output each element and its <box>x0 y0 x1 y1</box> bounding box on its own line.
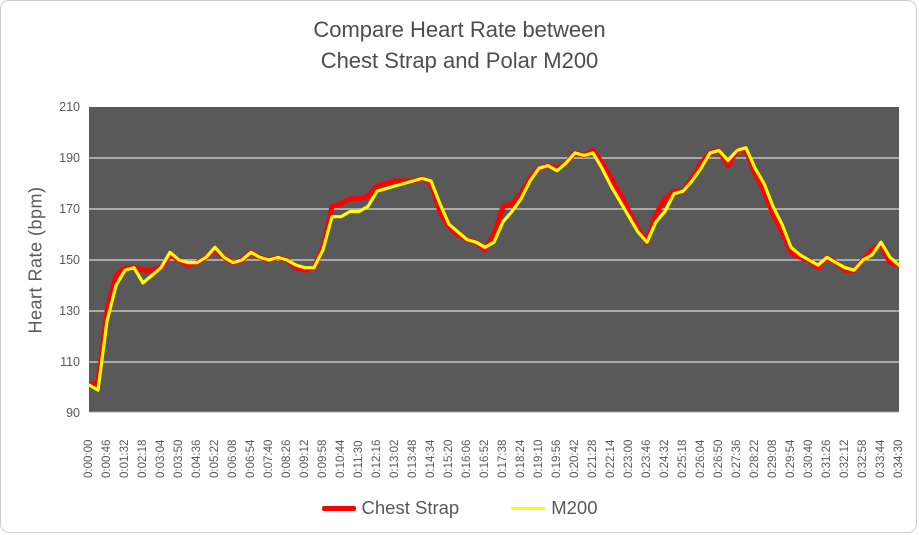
x-tick-label-1: 0:00:46 <box>101 439 113 478</box>
x-tick-label-12: 0:09:12 <box>299 439 311 478</box>
x-tick-label-25: 0:19:10 <box>533 439 545 478</box>
chart-legend: Chest Strap M200 <box>0 497 919 519</box>
x-tick-label-26: 0:19:56 <box>551 439 563 478</box>
x-tick-label-20: 0:15:20 <box>443 439 455 478</box>
x-tick-label-35: 0:26:50 <box>713 439 725 478</box>
x-tick-label-2: 0:01:32 <box>119 439 131 478</box>
x-tick-label-36: 0:27:36 <box>731 439 743 478</box>
y-tick-label-90: 90 <box>66 406 80 420</box>
x-tick-label-16: 0:12:16 <box>371 439 383 478</box>
x-tick-label-39: 0:29:54 <box>785 439 797 478</box>
x-tick-label-30: 0:23:00 <box>623 439 635 478</box>
x-tick-label-18: 0:13:48 <box>407 439 419 478</box>
x-tick-label-5: 0:03:50 <box>173 439 185 478</box>
chart-title-line-1: Compare Heart Rate between <box>313 17 606 42</box>
legend-line-swatch <box>511 506 546 510</box>
x-tick-label-0: 0:00:00 <box>83 439 95 478</box>
x-tick-label-29: 0:22:14 <box>605 439 617 478</box>
x-tick-label-13: 0:09:58 <box>317 439 329 478</box>
x-tick-label-11: 0:08:26 <box>281 439 293 478</box>
x-tick-label-24: 0:18:24 <box>515 439 527 478</box>
x-tick-label-22: 0:16:52 <box>479 439 491 478</box>
x-tick-label-23: 0:17:38 <box>497 439 509 478</box>
x-tick-label-21: 0:16:06 <box>461 439 473 478</box>
chart-title-line-2: Chest Strap and Polar M200 <box>320 48 599 73</box>
y-tick-label-170: 170 <box>59 202 80 216</box>
x-tick-label-10: 0:07:40 <box>263 439 275 478</box>
x-tick-label-28: 0:21:28 <box>587 439 599 478</box>
x-tick-label-14: 0:10:44 <box>335 439 347 478</box>
x-tick-label-19: 0:14:34 <box>425 439 437 478</box>
x-tick-label-33: 0:25:18 <box>677 439 689 478</box>
x-tick-label-31: 0:23:46 <box>641 439 653 478</box>
legend-item-m200[interactable]: M200 <box>511 497 597 519</box>
x-tick-label-41: 0:31:26 <box>821 439 833 478</box>
x-tick-label-17: 0:13:02 <box>389 439 401 478</box>
x-tick-label-43: 0:32:58 <box>857 439 869 478</box>
x-tick-label-40: 0:30:40 <box>803 439 815 478</box>
x-tick-label-42: 0:32:12 <box>839 439 851 478</box>
y-tick-label-130: 130 <box>59 304 80 318</box>
x-tick-label-45: 0:34:30 <box>893 439 905 478</box>
x-tick-label-44: 0:33:44 <box>875 439 887 478</box>
x-tick-label-6: 0:04:36 <box>191 439 203 478</box>
y-tick-label-210: 210 <box>59 100 80 114</box>
y-tick-label-110: 110 <box>60 355 80 369</box>
legend-item-chest-strap[interactable]: Chest Strap <box>321 497 460 519</box>
x-tick-label-15: 0:11:30 <box>353 440 365 478</box>
x-tick-label-32: 0:24:32 <box>659 439 671 478</box>
x-tick-label-34: 0:26:04 <box>695 439 707 478</box>
legend-label: M200 <box>551 497 598 518</box>
y-tick-label-190: 190 <box>59 151 80 165</box>
series-line-m200[interactable] <box>89 146 899 392</box>
x-tick-label-27: 0:20:42 <box>569 439 581 478</box>
plot-area[interactable] <box>89 107 899 413</box>
legend-line-swatch <box>321 505 356 511</box>
x-tick-label-9: 0:06:54 <box>245 439 257 478</box>
x-tick-label-7: 0:05:22 <box>209 439 221 478</box>
legend-label: Chest Strap <box>361 497 460 518</box>
x-tick-label-3: 0:02:18 <box>137 439 149 478</box>
chart-title: Compare Heart Rate between Chest Strap a… <box>0 14 919 76</box>
x-tick-label-4: 0:03:04 <box>155 439 167 478</box>
x-tick-label-8: 0:06:08 <box>227 439 239 478</box>
y-tick-label-150: 150 <box>59 253 80 267</box>
x-tick-label-38: 0:29:08 <box>767 439 779 478</box>
x-tick-label-37: 0:28:22 <box>749 439 761 478</box>
